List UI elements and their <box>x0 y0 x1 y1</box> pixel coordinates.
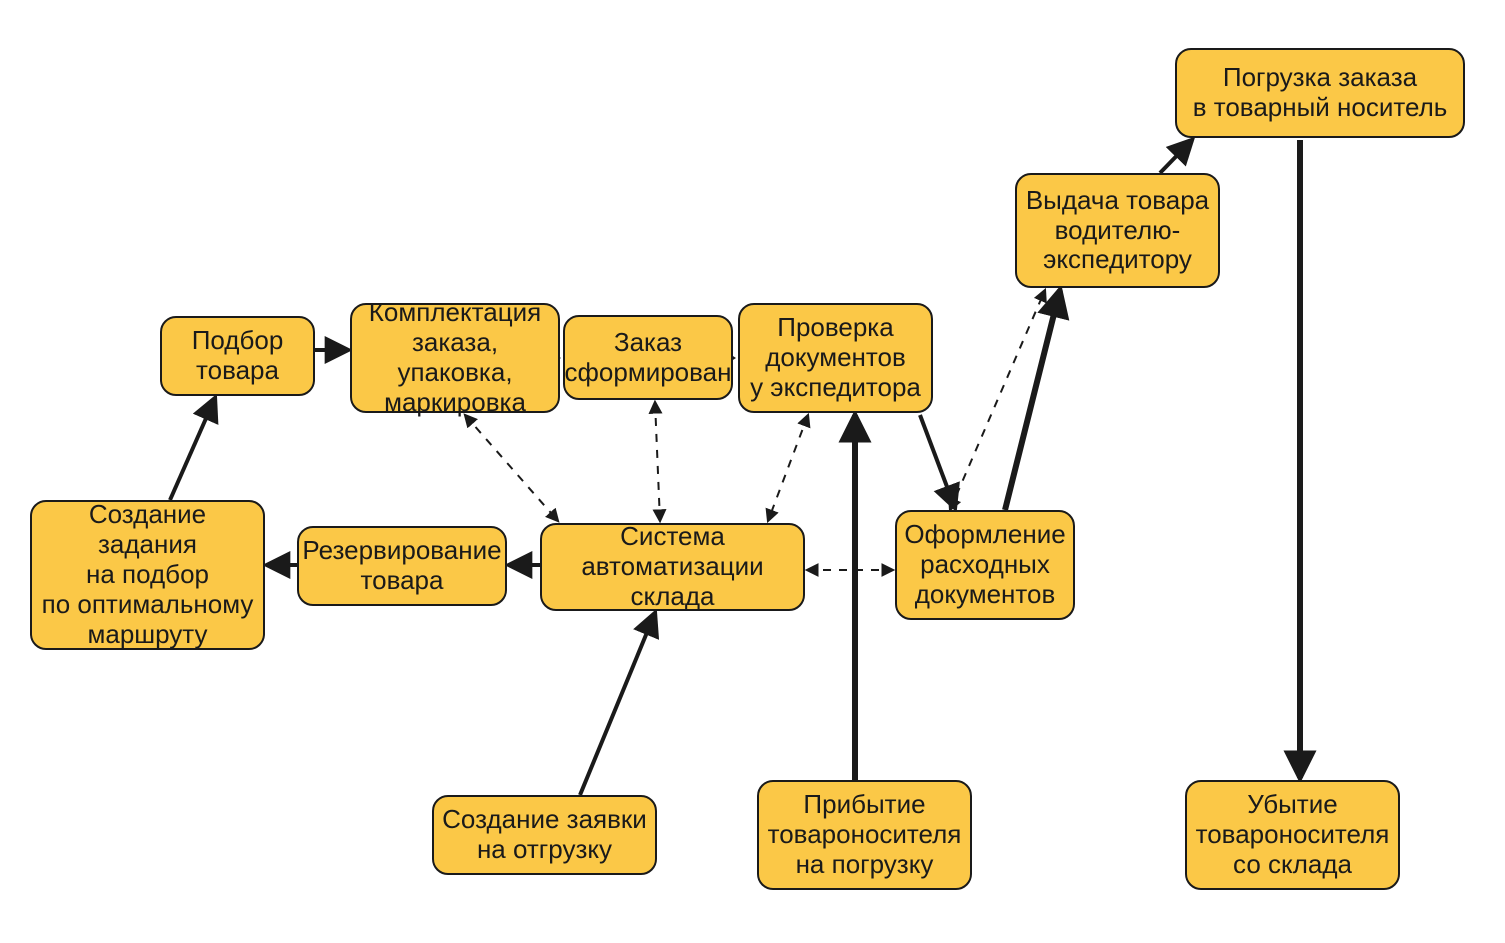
flowchart-edge-solid <box>1160 140 1192 173</box>
flowchart-node-n_checkdocs: Проверка документов у экспедитора <box>738 303 933 413</box>
flowchart-edge-dashed <box>950 290 1045 510</box>
flowchart-node-n_expdocs: Оформление расходных документов <box>895 510 1075 620</box>
flowchart-edge-dashed <box>655 402 660 521</box>
flowchart-edge-solid <box>580 613 655 795</box>
flowchart-edge-solid <box>170 398 215 500</box>
flowchart-node-n_pick: Подбор товара <box>160 316 315 396</box>
flowchart-node-n_departure: Убытие товароносителя со склада <box>1185 780 1400 890</box>
flowchart-node-n_reserve: Резервирование товара <box>297 526 507 606</box>
flowchart-node-n_createtask: Создание задания на подбор по оптимально… <box>30 500 265 650</box>
flowchart-edge-dashed <box>768 415 808 521</box>
flowchart-node-n_komplekt: Комплектация заказа, упаковка, маркировк… <box>350 303 560 413</box>
flowchart-canvas: Погрузка заказа в товарный носитель Выдач… <box>0 0 1505 943</box>
flowchart-node-n_system: Система автоматизации склада <box>540 523 805 611</box>
flowchart-node-n_loading: Погрузка заказа в товарный носитель <box>1175 48 1465 138</box>
flowchart-node-n_issue: Выдача товара водителю- экспедитору <box>1015 173 1220 288</box>
flowchart-node-n_formed: Заказ сформирован <box>563 315 733 400</box>
flowchart-edge-solid <box>1005 290 1060 510</box>
flowchart-edge-dashed <box>465 415 558 521</box>
flowchart-edge-solid <box>920 415 955 508</box>
flowchart-node-n_createreq: Создание заявки на отгрузку <box>432 795 657 875</box>
flowchart-node-n_arrival: Прибытие товароносителя на погрузку <box>757 780 972 890</box>
